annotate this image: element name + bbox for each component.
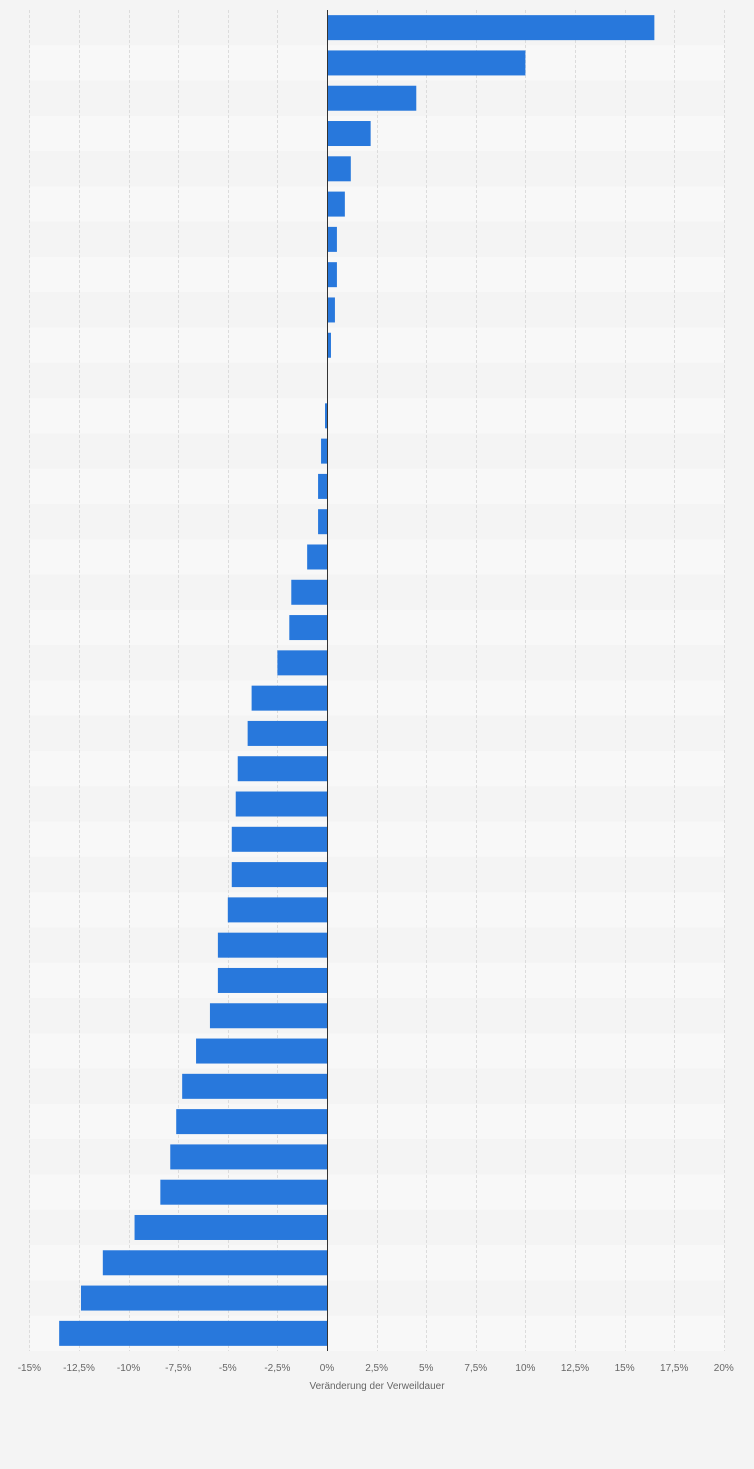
x-tick-labels: -15% -12,5% -10% -7,5% -5% -2,5% 0% 2,5% 5% 7,5% 1… [18, 1363, 734, 1374]
bar[interactable] [289, 615, 327, 641]
bar[interactable] [327, 297, 335, 323]
x-tick-label: 12,5% [561, 1363, 589, 1374]
bars [59, 15, 655, 1346]
x-tick-label: -15% [18, 1363, 41, 1374]
bar[interactable] [327, 15, 655, 41]
bar[interactable] [231, 862, 327, 888]
bar[interactable] [327, 332, 331, 358]
x-tick-label: 7,5% [464, 1363, 487, 1374]
bar[interactable] [134, 1214, 327, 1240]
bar[interactable] [307, 544, 327, 570]
bar[interactable] [80, 1285, 327, 1311]
bar[interactable] [327, 50, 526, 76]
bar[interactable] [327, 121, 371, 147]
bar[interactable] [59, 1320, 327, 1346]
bar[interactable] [182, 1073, 327, 1099]
x-tick-label: -7,5% [165, 1363, 191, 1374]
bar[interactable] [235, 791, 327, 817]
bar[interactable] [227, 897, 327, 923]
x-tick-label: 15% [615, 1363, 635, 1374]
x-tick-label: 5% [419, 1363, 434, 1374]
bar[interactable] [217, 967, 327, 993]
bar[interactable] [176, 1109, 327, 1135]
x-tick-label: 2,5% [365, 1363, 388, 1374]
bar[interactable] [277, 650, 327, 676]
x-tick-label: 20% [714, 1363, 734, 1374]
x-tick-label: 0% [320, 1363, 335, 1374]
x-tick-label: -10% [117, 1363, 140, 1374]
bar[interactable] [291, 579, 327, 605]
bar[interactable] [217, 932, 327, 958]
bar[interactable] [160, 1179, 327, 1205]
bar[interactable] [170, 1144, 327, 1170]
bar[interactable] [102, 1250, 327, 1276]
bar[interactable] [327, 156, 351, 182]
bar[interactable] [196, 1038, 327, 1064]
bar[interactable] [327, 226, 337, 252]
bar[interactable] [327, 85, 417, 111]
bar[interactable] [247, 720, 327, 746]
x-tick-label: 17,5% [660, 1363, 688, 1374]
bar[interactable] [318, 509, 327, 535]
x-tick-label: -2,5% [264, 1363, 290, 1374]
bar[interactable] [327, 191, 345, 217]
bar[interactable] [237, 756, 327, 782]
bar[interactable] [231, 826, 327, 852]
x-tick-label: 10% [515, 1363, 535, 1374]
bar[interactable] [318, 473, 327, 499]
x-axis-title: Veränderung der Verweildauer [309, 1381, 445, 1392]
bar[interactable] [251, 685, 327, 711]
x-tick-label: -5% [219, 1363, 237, 1374]
bar[interactable] [325, 403, 327, 429]
bar[interactable] [327, 262, 337, 288]
x-tick-label: -12,5% [63, 1363, 95, 1374]
bar[interactable] [321, 438, 327, 464]
bar[interactable] [209, 1003, 327, 1029]
